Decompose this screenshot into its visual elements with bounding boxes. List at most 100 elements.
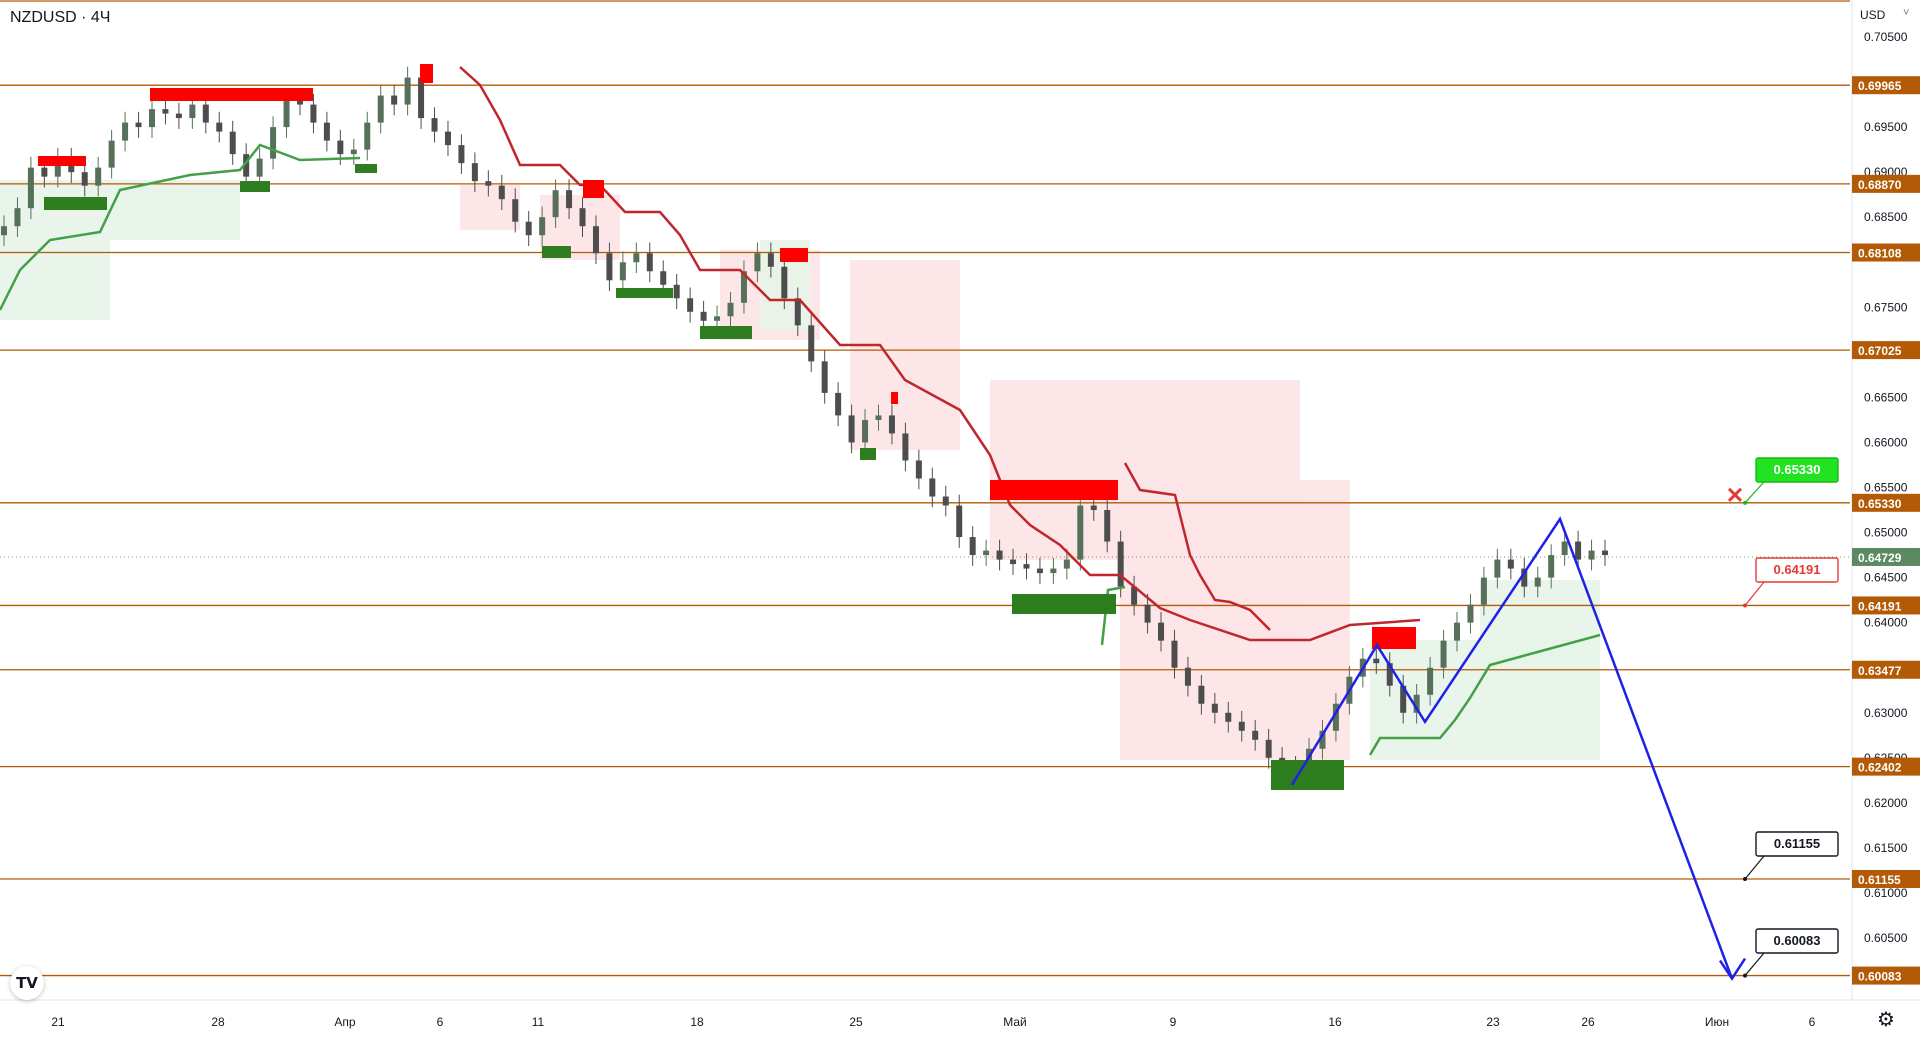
time-tick-label: Июн — [1705, 1015, 1729, 1029]
currency-label[interactable]: USD — [1860, 8, 1886, 22]
gear-icon[interactable]: ⚙ — [1877, 1009, 1895, 1031]
candle-down — [243, 154, 250, 177]
level-badge-label: 0.64191 — [1858, 599, 1902, 613]
candle-up — [14, 208, 21, 227]
candle-down — [498, 185, 505, 200]
candle-up — [1077, 505, 1084, 560]
price-tick-label: 0.70500 — [1864, 30, 1908, 44]
time-tick-label: 6 — [437, 1015, 444, 1029]
time-tick-label: 26 — [1581, 1015, 1595, 1029]
candle-down — [1386, 663, 1393, 686]
candle-up — [108, 140, 115, 168]
support-block — [542, 246, 571, 258]
candle-up — [727, 302, 734, 317]
candle-up — [189, 104, 196, 119]
candle-down — [202, 104, 209, 123]
candle-down — [1010, 559, 1017, 565]
level-badge-label: 0.68108 — [1858, 247, 1902, 261]
callout-anchor-dot — [1743, 500, 1747, 505]
candle-down — [391, 95, 398, 105]
time-tick-label: Апр — [334, 1015, 356, 1029]
price-axis: 0.705000.695000.690000.685000.675000.665… — [1851, 0, 1920, 1000]
price-tick-label: 0.66500 — [1864, 390, 1908, 404]
candle-up — [148, 109, 155, 128]
candle-up — [270, 127, 277, 159]
candle-up — [350, 149, 357, 155]
candle-down — [1158, 622, 1165, 641]
support-block — [1012, 594, 1116, 614]
callout-pointer — [1744, 481, 1765, 504]
candle-down — [81, 172, 88, 186]
candle-down — [1575, 541, 1582, 560]
candle-down — [996, 550, 1003, 560]
callout-pointer — [1744, 952, 1765, 976]
candle-up — [1534, 577, 1541, 587]
candle-down — [902, 433, 909, 461]
candle-down — [1400, 685, 1407, 713]
candle-up — [983, 550, 990, 556]
level-badge-label: 0.67025 — [1858, 344, 1902, 358]
tradingview-logo-icon[interactable]: TV — [10, 966, 44, 1000]
candle-down — [1265, 739, 1272, 758]
candle-down — [1198, 685, 1205, 704]
callout-anchor-dot — [1743, 876, 1747, 881]
candle-down — [888, 415, 895, 434]
support-zone-fill — [1480, 580, 1600, 680]
candle-up — [619, 262, 626, 281]
candle-down — [1090, 505, 1097, 511]
candle-down — [216, 122, 223, 132]
symbol-title[interactable]: NZDUSD · 4Ч — [10, 9, 111, 26]
candle-up — [539, 217, 546, 236]
candle-down — [1225, 712, 1232, 722]
candle-down — [296, 100, 303, 105]
candle-down — [1211, 703, 1218, 713]
callout-box — [1755, 457, 1839, 483]
candle-down — [1144, 604, 1151, 623]
candle-up — [1427, 667, 1434, 695]
support-block — [860, 448, 876, 460]
candle-down — [323, 122, 330, 141]
chevron-down-icon[interactable]: ˅ — [1903, 7, 1910, 19]
horizontal-levels — [0, 0, 1850, 977]
price-tick-label: 0.65000 — [1864, 526, 1908, 540]
candle-up — [1467, 604, 1474, 623]
time-tick-label: 23 — [1486, 1015, 1500, 1029]
candle-up — [1063, 559, 1070, 569]
price-tick-label: 0.64500 — [1864, 571, 1908, 585]
candle-down — [915, 460, 922, 479]
price-tick-label: 0.65500 — [1864, 481, 1908, 495]
candle-down — [162, 109, 169, 114]
support-trail-line — [1100, 585, 1126, 646]
candle-down — [687, 298, 694, 312]
candle-down — [1104, 510, 1111, 542]
forecast-zigzag-line — [1290, 516, 1734, 979]
zone-fills — [0, 180, 1600, 760]
price-callouts: 0.65330 0.64191 0.61155 0.60083 — [1727, 457, 1839, 978]
callout-anchor-dot — [1743, 603, 1747, 608]
candle-down — [310, 104, 317, 123]
time-tick-label: 21 — [51, 1015, 65, 1029]
candle-up — [1494, 559, 1501, 578]
level-badge-label: 0.63477 — [1858, 664, 1902, 678]
support-block — [355, 164, 377, 173]
candle-down — [848, 415, 855, 443]
candle-up — [256, 158, 263, 177]
candle-down — [471, 163, 478, 182]
candle-up — [714, 316, 721, 321]
candle-up — [633, 253, 640, 263]
support-block — [616, 288, 673, 298]
candle-down — [1036, 568, 1043, 574]
candle-down — [969, 537, 976, 556]
candle-down — [566, 190, 573, 209]
level-badge-label: 0.65330 — [1858, 497, 1902, 511]
candle-down — [229, 131, 236, 155]
candle-down — [1117, 541, 1124, 587]
candle-down — [606, 253, 613, 281]
level-badge-label: 0.68870 — [1858, 178, 1902, 192]
level-badge — [1852, 596, 1920, 615]
candle-down — [821, 361, 828, 393]
candle-up — [1319, 730, 1326, 749]
callout-pointer — [1744, 855, 1765, 880]
resistance-block — [150, 88, 313, 101]
